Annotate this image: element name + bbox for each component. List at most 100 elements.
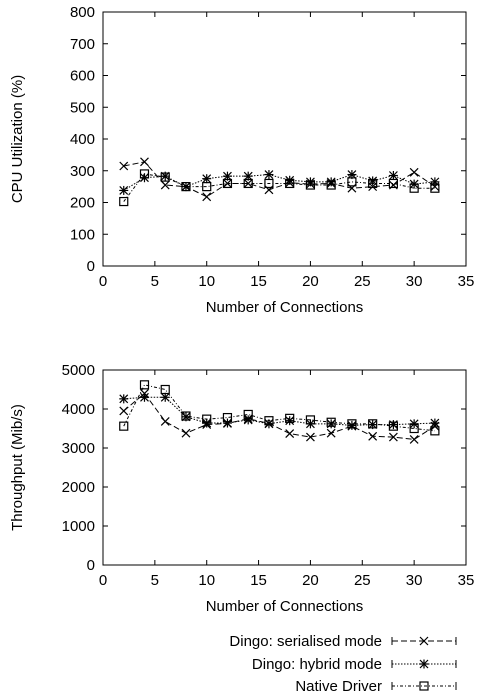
legend-label: Dingo: hybrid mode — [252, 656, 382, 673]
data-point — [243, 409, 253, 420]
x-tick-label: 35 — [458, 273, 475, 290]
data-point — [388, 171, 398, 181]
data-point — [326, 419, 336, 429]
plot-frame — [102, 369, 467, 566]
legend-entry: Native Driver — [295, 678, 457, 694]
data-point — [326, 177, 336, 187]
data-point — [160, 180, 170, 190]
data-point — [139, 169, 150, 179]
y-axis-label: Throughput (Mib/s) — [9, 404, 26, 531]
series-line — [123, 396, 435, 426]
data-point — [305, 177, 315, 187]
data-point — [388, 421, 398, 431]
x-axis-label: Number of Connections — [206, 299, 364, 316]
x-tick-label: 10 — [198, 273, 215, 290]
data-point — [368, 176, 378, 186]
data-point — [139, 392, 149, 402]
data-point — [202, 414, 212, 424]
legend-entry: Dingo: hybrid mode — [252, 656, 457, 673]
data-point — [264, 178, 274, 189]
data-point — [368, 419, 378, 429]
data-point — [430, 426, 440, 436]
data-point — [347, 419, 357, 429]
data-point — [409, 423, 419, 434]
data-point — [388, 432, 398, 442]
plot-frame — [102, 11, 467, 267]
x-tick-label: 25 — [354, 572, 371, 589]
data-point — [264, 170, 274, 180]
data-point — [305, 415, 316, 425]
y-tick-label: 800 — [70, 4, 95, 21]
data-point — [181, 411, 191, 421]
x-tick-label: 0 — [99, 572, 107, 589]
data-point — [139, 380, 150, 390]
y-tick-label: 2000 — [62, 479, 95, 496]
data-point — [326, 417, 336, 427]
y-tick-label: 0 — [87, 258, 95, 275]
series-line — [123, 161, 436, 198]
data-point — [160, 172, 170, 182]
data-point — [243, 415, 253, 425]
data-point — [119, 161, 129, 171]
data-point — [430, 183, 440, 193]
x-tick-label: 15 — [250, 572, 267, 589]
x-axis-label: Number of Connections — [206, 598, 364, 615]
x-tick-label: 30 — [406, 273, 423, 290]
series-line — [123, 392, 436, 440]
data-point — [243, 179, 253, 188]
data-point — [202, 174, 212, 184]
cpu-utilization-chart: 0 5 10 15 20 25 30 35 0 100 200 300 400 500 600 700 800 N… — [9, 4, 474, 316]
legend-label: Dingo: serialised mode — [229, 633, 382, 650]
data-point — [202, 192, 212, 202]
data-point — [388, 420, 398, 430]
legend-entry: Dingo: serialised mode — [229, 633, 457, 650]
data-point — [347, 177, 357, 187]
data-point — [285, 429, 295, 438]
y-tick-label: 600 — [70, 68, 95, 85]
x-tick-label: 5 — [151, 273, 159, 290]
data-point — [409, 419, 419, 429]
data-point — [409, 167, 419, 177]
data-point — [222, 412, 233, 423]
data-point — [326, 180, 336, 190]
data-point — [409, 183, 419, 193]
x-tick-label: 25 — [354, 273, 371, 290]
data-point — [264, 416, 274, 426]
legend: Dingo: serialised mode Dingo: hybrid mode… — [229, 633, 457, 694]
data-point — [305, 180, 316, 190]
series-3 — [119, 169, 440, 207]
data-point — [388, 178, 398, 189]
x-tick-label: 30 — [406, 572, 423, 589]
data-point — [347, 170, 357, 180]
y-axis-label: CPU Utilization (%) — [9, 75, 26, 203]
data-point — [119, 196, 129, 207]
data-point — [222, 418, 232, 428]
y-tick-label: 0 — [87, 557, 95, 574]
x-tick-label: 5 — [151, 572, 159, 589]
data-point — [243, 178, 253, 189]
y-tick-label: 100 — [70, 226, 95, 243]
data-point — [430, 418, 440, 428]
data-point — [409, 434, 419, 444]
data-point — [285, 413, 295, 423]
data-point — [368, 178, 378, 189]
x-tick-label: 15 — [250, 273, 267, 290]
throughput-chart: 0 5 10 15 20 25 30 35 0 1000 2000 3000 4000 5000 Numbe… — [9, 362, 474, 615]
data-point — [160, 384, 170, 395]
data-point — [160, 392, 170, 402]
data-point — [181, 428, 191, 438]
series-3 — [119, 380, 440, 436]
data-point — [119, 421, 129, 431]
legend-marker — [419, 681, 429, 691]
x-tick-label: 35 — [458, 572, 475, 589]
y-tick-label: 400 — [70, 131, 95, 148]
legend-marker — [419, 659, 429, 669]
data-point — [306, 432, 315, 442]
y-tick-label: 200 — [70, 195, 95, 212]
data-point — [347, 420, 357, 430]
y-tick-label: 500 — [70, 99, 95, 116]
legend-marker — [419, 636, 429, 646]
data-point — [430, 177, 440, 187]
data-point — [285, 175, 295, 185]
